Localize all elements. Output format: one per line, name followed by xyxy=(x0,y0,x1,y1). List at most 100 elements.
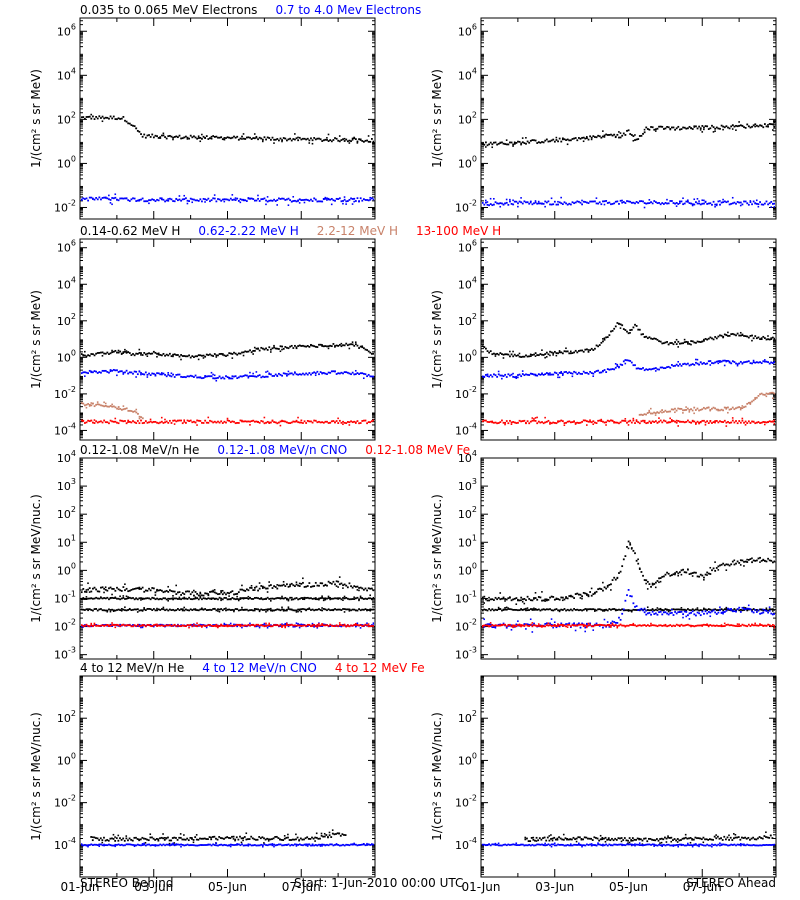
data-point xyxy=(172,138,174,141)
data-point xyxy=(594,136,596,138)
data-point xyxy=(136,199,139,202)
data-point xyxy=(276,608,279,611)
data-point xyxy=(677,340,680,343)
data-point xyxy=(343,137,346,140)
data-point xyxy=(194,596,197,599)
data-point xyxy=(770,123,773,126)
data-point xyxy=(762,126,765,129)
data-point xyxy=(337,198,340,200)
data-point xyxy=(172,373,174,376)
data-point xyxy=(653,200,656,202)
data-point xyxy=(261,587,264,589)
data-point xyxy=(314,138,317,141)
data-point xyxy=(178,355,181,358)
data-point xyxy=(104,352,107,355)
y-tick-exponent: 0 xyxy=(71,154,76,163)
data-point xyxy=(563,598,566,601)
data-point xyxy=(87,372,90,375)
data-point xyxy=(220,199,223,202)
data-point xyxy=(608,583,611,586)
data-point xyxy=(520,201,523,204)
data-point xyxy=(194,609,197,611)
data-point xyxy=(610,330,612,333)
data-point xyxy=(193,608,195,611)
data-point xyxy=(358,200,360,203)
data-point xyxy=(111,203,113,206)
data-point xyxy=(269,625,272,628)
data-point xyxy=(239,137,242,140)
data-point xyxy=(165,420,168,423)
data-point xyxy=(160,416,163,419)
data-point xyxy=(723,364,726,367)
data-point xyxy=(537,200,540,203)
data-point xyxy=(597,588,600,591)
data-point xyxy=(321,624,324,626)
data-point xyxy=(273,138,275,141)
data-point xyxy=(109,352,112,355)
data-point xyxy=(759,393,761,396)
data-point xyxy=(361,624,364,626)
data-point xyxy=(616,421,619,424)
data-point xyxy=(614,421,617,424)
data-point xyxy=(154,420,157,423)
data-point xyxy=(294,597,296,600)
data-point xyxy=(100,596,102,598)
data-point xyxy=(719,334,721,337)
data-point xyxy=(335,137,338,140)
data-point xyxy=(201,624,203,626)
data-point xyxy=(549,421,551,424)
data-point xyxy=(711,203,713,206)
data-point xyxy=(297,200,299,202)
data-point xyxy=(361,608,364,611)
data-point xyxy=(213,597,216,600)
data-point xyxy=(771,129,774,131)
y-tick-exponent: -4 xyxy=(68,421,76,430)
data-point xyxy=(261,585,264,588)
data-point xyxy=(242,597,245,600)
data-point xyxy=(197,199,200,202)
data-point xyxy=(683,571,686,574)
data-point xyxy=(106,610,109,613)
data-point xyxy=(191,375,194,378)
data-point xyxy=(687,362,689,365)
data-point xyxy=(205,199,208,201)
data-layer xyxy=(482,121,775,209)
data-point xyxy=(723,406,726,409)
y-tick-exponent: 3 xyxy=(71,477,76,486)
data-point xyxy=(587,372,590,375)
data-point xyxy=(502,596,505,599)
data-point xyxy=(334,346,336,348)
data-point xyxy=(152,587,155,590)
data-point xyxy=(226,376,229,378)
data-point xyxy=(269,597,272,600)
data-point xyxy=(340,200,343,203)
data-point xyxy=(196,622,198,625)
data-point xyxy=(595,370,598,372)
data-point xyxy=(144,589,147,592)
data-point xyxy=(658,420,660,423)
data-point xyxy=(176,419,179,422)
data-point xyxy=(714,336,717,338)
data-point xyxy=(738,201,741,204)
data-point xyxy=(760,421,763,424)
y-axis-label: 1/(cm² s sr MeV) xyxy=(29,290,43,389)
data-point xyxy=(138,130,141,133)
data-point xyxy=(249,375,251,377)
data-point xyxy=(173,419,176,422)
data-point xyxy=(85,624,88,627)
data-point xyxy=(672,573,675,576)
data-point xyxy=(223,596,226,599)
data-point xyxy=(93,608,96,610)
data-point xyxy=(605,200,608,202)
data-point xyxy=(517,202,519,205)
data-point xyxy=(245,608,248,611)
data-point xyxy=(515,377,518,380)
data-point xyxy=(698,340,701,343)
data-point xyxy=(82,598,85,600)
data-point xyxy=(504,600,506,602)
data-point xyxy=(217,376,219,379)
data-point xyxy=(366,598,368,600)
data-point xyxy=(645,126,648,129)
data-point xyxy=(600,341,603,344)
